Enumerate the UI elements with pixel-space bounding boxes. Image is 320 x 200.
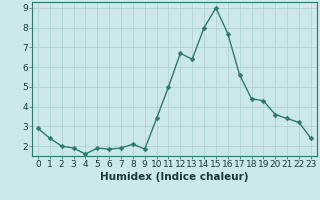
X-axis label: Humidex (Indice chaleur): Humidex (Indice chaleur) (100, 172, 249, 182)
